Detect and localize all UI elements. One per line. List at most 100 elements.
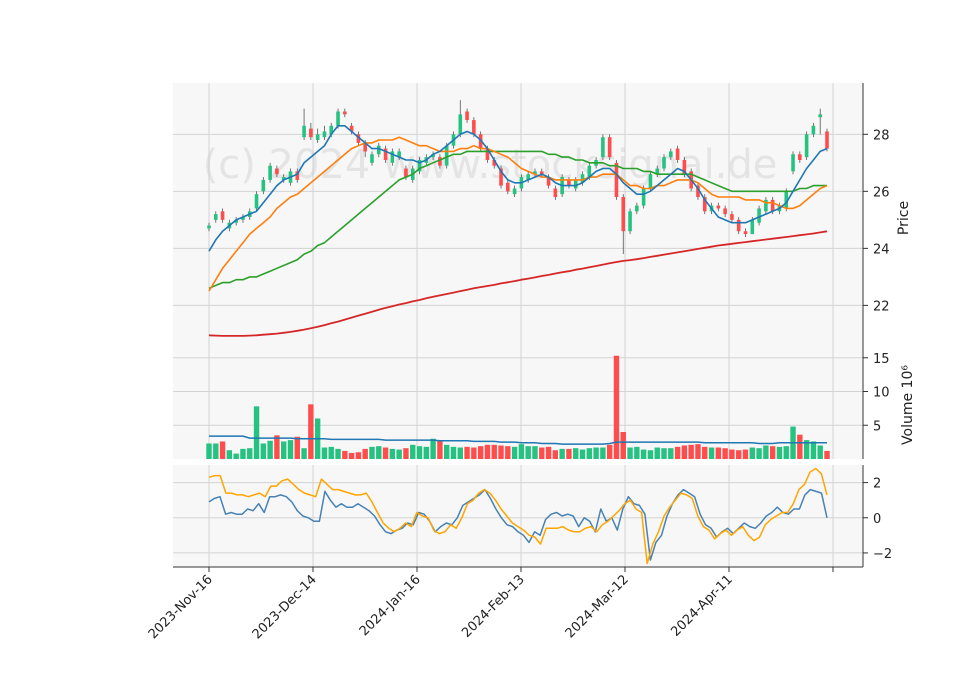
candle-body [736, 219, 741, 232]
volume-bar [450, 446, 457, 459]
candle-body [376, 145, 381, 155]
ma-slow-line [208, 150, 827, 290]
candle-body [533, 171, 537, 175]
volume-bar [430, 438, 436, 459]
candle-body [818, 114, 823, 118]
volume-bar [355, 452, 362, 459]
candle-body [770, 199, 775, 212]
ma-mid-line [208, 136, 828, 292]
volume-bar [484, 444, 491, 459]
grid-layer [173, 83, 863, 567]
volume-bar [620, 432, 626, 459]
candle-body [506, 182, 510, 192]
volume-bar [600, 447, 606, 459]
volume-bar [335, 448, 341, 459]
y-tick-label: 24 [873, 242, 890, 257]
candle-body [635, 205, 639, 212]
volume-bar [688, 444, 694, 459]
x-tick-label: 2024-Jan-16 [357, 572, 424, 639]
volume-bar [803, 440, 810, 459]
volume-bar [532, 446, 538, 459]
candle-body [702, 197, 707, 212]
volume-bar [742, 449, 749, 459]
volume-bar [253, 406, 260, 459]
volume-bar [810, 441, 817, 459]
volume-bar [783, 446, 789, 459]
y-tick-label: 2 [873, 477, 881, 492]
price-axis-title: Price [896, 201, 912, 235]
candle-body [356, 134, 361, 143]
ma-layer [208, 125, 828, 292]
x-tick-label: 2024-Apr-11 [668, 572, 735, 639]
candle-body [499, 168, 503, 186]
volume-bar [240, 448, 246, 459]
candle-body [764, 199, 768, 212]
candle-body [275, 168, 279, 175]
candle-body [241, 217, 245, 220]
oscillator-line-b [208, 467, 828, 565]
candle-body [213, 214, 218, 220]
volume-bar [722, 448, 728, 459]
candle-body [309, 128, 313, 138]
volume-bar [573, 448, 579, 459]
volume-bar [695, 444, 701, 459]
x-tick-label: 2023-Dec-14 [250, 572, 320, 642]
y-tick-label: 26 [873, 185, 890, 200]
volume-bar [416, 446, 423, 459]
volume-bar [736, 450, 742, 459]
volume-bar [525, 446, 531, 459]
volume-bar [348, 452, 355, 459]
candle-body [573, 179, 578, 189]
y-tick-label: 15 [873, 352, 890, 367]
candle-body [716, 205, 721, 209]
candle-body [336, 111, 340, 126]
ma-long-layer [208, 230, 828, 337]
volume-bar [606, 444, 613, 459]
volume-bar [376, 446, 382, 459]
candle-body [682, 159, 687, 175]
x-tick-label: 2023-Nov-16 [146, 572, 216, 642]
candle-body [784, 191, 789, 209]
volume-bar [824, 450, 830, 459]
volume-bar [640, 449, 647, 459]
volume-bar [566, 448, 572, 459]
candle-body [363, 142, 367, 152]
volume-bar [301, 448, 307, 459]
volume-bar [729, 449, 735, 459]
candle-body [811, 125, 816, 135]
y-tick-label: 10 [873, 386, 890, 401]
price-panel [173, 83, 863, 351]
volume-bar [226, 450, 233, 459]
volume-bar [559, 448, 565, 459]
volume-bar [749, 447, 755, 459]
candle-body [526, 174, 530, 180]
volume-bar [613, 355, 620, 459]
candle-body [512, 188, 517, 195]
candle-body [315, 134, 320, 141]
volume-bar [654, 447, 660, 459]
volume-bar [219, 441, 226, 459]
volume-bar [552, 450, 559, 459]
volume-bar [539, 447, 545, 459]
y-tick-label: 5 [873, 419, 881, 434]
candle-body [220, 211, 225, 220]
candle-body [431, 154, 435, 158]
candle-body [675, 148, 680, 160]
candle-body [349, 125, 354, 132]
volume-bar [817, 445, 823, 459]
candle-body [370, 154, 374, 163]
candle-body [587, 165, 592, 178]
candle-body [546, 177, 551, 186]
volume-bar [511, 446, 518, 459]
volume-bar [443, 444, 450, 459]
volume-bar [382, 447, 389, 459]
volume-bar [247, 448, 253, 459]
candle-body [478, 134, 483, 149]
volume-bar [498, 445, 504, 459]
x-tick-label: 2024-Feb-13 [459, 572, 528, 641]
volume-bar [702, 446, 708, 459]
candle-body [669, 151, 673, 158]
candle-body [648, 174, 653, 189]
y-tick-label: −2 [873, 547, 892, 562]
volume-bar [763, 445, 769, 459]
